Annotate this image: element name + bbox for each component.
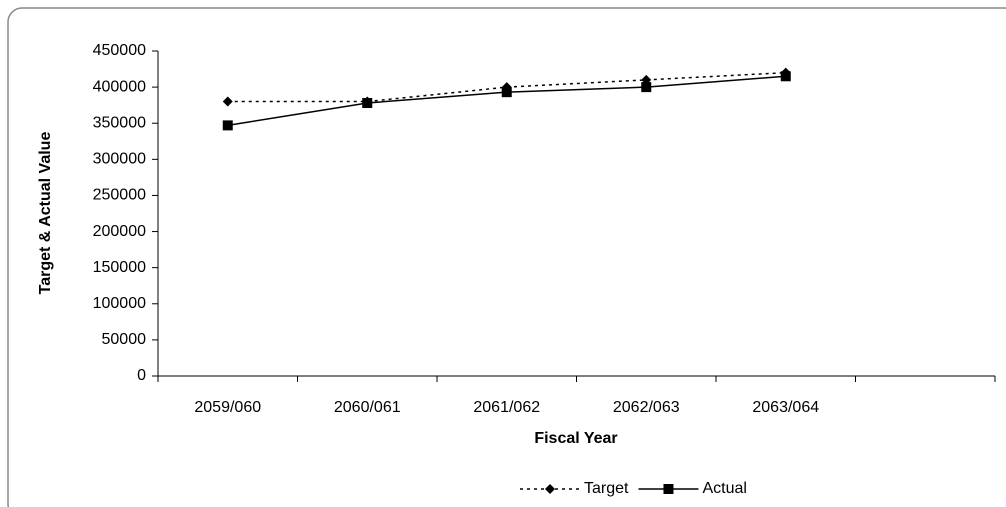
data-point: [501, 87, 512, 98]
y-tick-label: 250000: [93, 187, 146, 204]
x-tick-label: 2063/064: [752, 399, 819, 416]
x-tick-label: 2061/062: [473, 399, 540, 416]
data-point: [362, 98, 373, 108]
legend-label: Target: [584, 480, 629, 497]
y-tick-label: 400000: [93, 78, 146, 95]
chart-frame: [7, 7, 1006, 507]
y-tick-label: 0: [137, 367, 146, 384]
legend-label: Actual: [702, 480, 746, 497]
data-point: [222, 96, 233, 107]
y-tick-label: 150000: [93, 259, 146, 276]
data-point: [780, 71, 791, 82]
y-tick-label: 300000: [93, 151, 146, 168]
x-axis-title: Fiscal Year: [534, 430, 617, 447]
x-tick-label: 2062/063: [613, 399, 680, 416]
series-line: [227, 71, 786, 103]
x-tick-label: 2060/061: [334, 399, 401, 416]
y-tick-label: 200000: [93, 223, 146, 240]
y-tick-label: 450000: [93, 42, 146, 59]
data-point: [222, 120, 233, 131]
y-tick-label: 50000: [102, 331, 147, 348]
legend-marker: [663, 484, 674, 494]
legend-marker: [545, 484, 555, 494]
data-point: [641, 82, 652, 93]
y-tick-label: 100000: [93, 295, 146, 312]
y-tick-label: 350000: [93, 114, 146, 131]
y-axis-title: Target & Actual Value: [37, 132, 54, 295]
x-tick-label: 2059/060: [194, 399, 261, 416]
